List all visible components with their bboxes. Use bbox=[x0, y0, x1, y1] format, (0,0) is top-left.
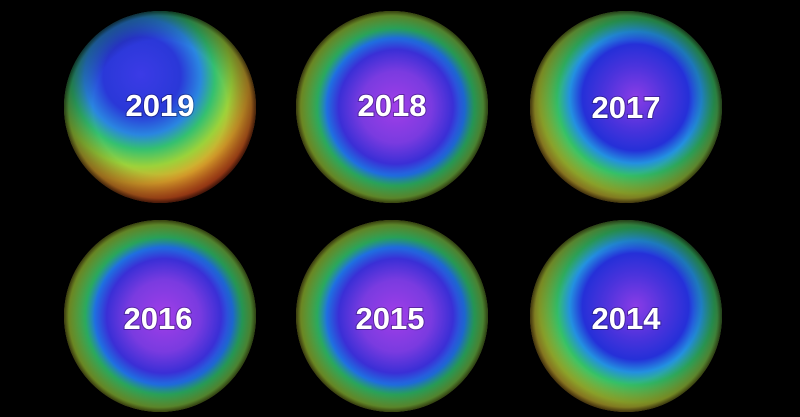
globe: 2016 bbox=[64, 220, 256, 412]
year-label: 2016 bbox=[124, 301, 193, 336]
globe-shade bbox=[296, 11, 488, 203]
globe-shade bbox=[530, 11, 722, 203]
globe-shade bbox=[64, 220, 256, 412]
globe: 2014 bbox=[530, 220, 722, 412]
globe-shade bbox=[296, 220, 488, 412]
year-label: 2018 bbox=[358, 88, 427, 123]
globe-shade bbox=[530, 220, 722, 412]
year-label: 2014 bbox=[592, 301, 662, 336]
globe: 2017 bbox=[530, 11, 722, 203]
year-label: 2017 bbox=[592, 90, 661, 125]
globe: 2015 bbox=[296, 220, 488, 412]
year-label: 2019 bbox=[126, 88, 195, 123]
globe: 2019 bbox=[64, 11, 256, 203]
globe: 2018 bbox=[296, 11, 488, 203]
year-label: 2015 bbox=[356, 301, 425, 336]
globe-shade bbox=[64, 11, 256, 203]
